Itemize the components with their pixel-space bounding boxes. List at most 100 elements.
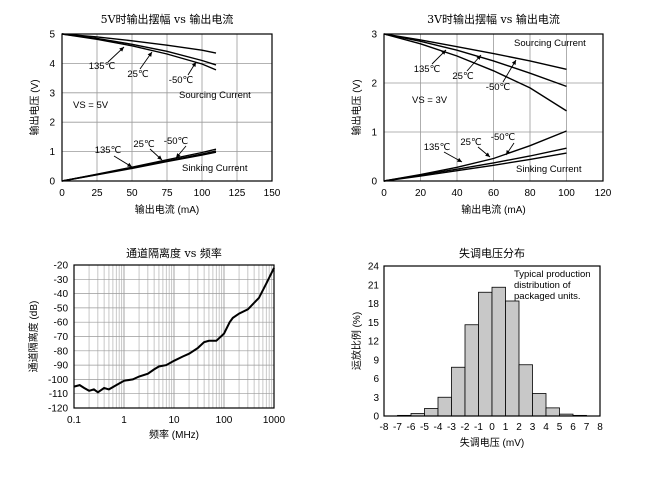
series-line [61, 33, 217, 71]
y-axis-label: 输出电压 (V) [28, 79, 41, 135]
y-tick-label: 4 [49, 59, 55, 70]
x-tick-label: 20 [415, 188, 427, 199]
sourcing-label: Sourcing Current [514, 38, 586, 49]
y-tick-label: 15 [368, 318, 380, 329]
x-tick-label: 5 [557, 422, 563, 433]
y-tick-label: -20 [54, 261, 69, 272]
annotation-arrow-head [511, 60, 516, 65]
plot-frame [73, 264, 275, 409]
x-tick-label: -2 [461, 422, 470, 433]
annotation-arrow-head [476, 55, 481, 60]
series-line [383, 33, 567, 112]
y-tick-label: -50 [54, 303, 69, 314]
x-tick-label: 3 [530, 422, 536, 433]
x-tick-label: -6 [407, 422, 416, 433]
histogram-bar [545, 407, 560, 417]
sinking-label: Sinking Current [516, 164, 582, 175]
x-tick-label: 60 [488, 188, 500, 199]
histogram-bar [464, 324, 479, 417]
chart-output-swing-3v: 3V时输出摆幅 vs 输出电流 0 20 40 60 80 100 120 0 1 2 3 135℃ 25… [350, 12, 612, 216]
histogram-bar [478, 291, 493, 417]
series-label: 135℃ [95, 145, 122, 156]
y-tick-label: 6 [373, 374, 379, 385]
annotation-text: packaged units. [514, 291, 581, 302]
y-tick-label: 0 [371, 177, 377, 188]
x-tick-label: 150 [264, 188, 281, 199]
annotation-arrow-head [176, 153, 181, 158]
series-label: -50℃ [169, 75, 194, 86]
series-line [383, 147, 567, 182]
histogram-bar [424, 408, 439, 417]
chart-output-swing-5v: 5V时输出摆幅 vs 输出电流 0 25 50 75 100 125 150 0 1 2 3 4 5 135… [28, 12, 281, 216]
x-tick-label: 1 [503, 422, 509, 433]
x-tick-label: 0 [59, 188, 65, 199]
x-tick-label: -8 [380, 422, 389, 433]
y-tick-label: -110 [49, 389, 69, 400]
series-label: -50℃ [491, 132, 516, 143]
y-tick-label: 24 [368, 262, 380, 273]
annotation-arrow-head [485, 152, 490, 157]
sourcing-label: Sourcing Current [179, 90, 251, 101]
series-label: -50℃ [164, 136, 189, 147]
y-tick-label: 9 [373, 355, 379, 366]
series-line [383, 33, 567, 88]
annotation-arrow-head [127, 162, 132, 167]
x-tick-label: 75 [161, 188, 173, 199]
x-tick-label: 6 [570, 422, 576, 433]
y-tick-label: -70 [54, 332, 69, 343]
x-tick-label: 2 [516, 422, 522, 433]
x-tick-label: 0 [381, 188, 387, 199]
series-label: 135℃ [424, 142, 451, 153]
y-tick-label: -60 [54, 318, 69, 329]
y-tick-label: -100 [48, 375, 68, 386]
plot-frame [61, 33, 273, 182]
x-tick-label: 8 [597, 422, 603, 433]
histogram-bar [532, 393, 547, 417]
x-axis-label: 输出电流 (mA) [135, 203, 199, 216]
x-tick-label: 100 [216, 415, 233, 426]
x-tick-label: 4 [543, 422, 549, 433]
isolation-line [73, 267, 275, 394]
y-tick-label: 2 [49, 118, 55, 129]
x-axis-label: 输出电流 (mA) [461, 203, 525, 216]
annotation-arrow-head [191, 62, 196, 67]
x-axis-label: 失调电压 (mV) [460, 436, 524, 449]
y-tick-label: -90 [54, 361, 69, 372]
supply-note: VS = 5V [73, 100, 109, 111]
x-tick-label: -3 [447, 422, 456, 433]
series-line [383, 33, 567, 70]
y-tick-label: 2 [371, 79, 377, 90]
x-tick-label: -1 [474, 422, 483, 433]
chart-title: 失调电压分布 [459, 247, 525, 260]
x-tick-label: 0 [489, 422, 495, 433]
annotation-text: distribution of [514, 280, 571, 291]
y-axis-label: 运放比例 (%) [350, 312, 363, 370]
supply-note: VS = 3V [412, 95, 448, 106]
histogram-bar [437, 396, 452, 417]
y-tick-label: -80 [54, 346, 69, 357]
series-line [61, 33, 217, 54]
series-line [61, 33, 217, 66]
y-tick-label: 3 [49, 88, 55, 99]
histogram-bar [491, 286, 506, 417]
series-label: 135℃ [89, 61, 116, 72]
y-tick-label: 1 [49, 147, 55, 158]
y-tick-label: 0 [49, 177, 55, 188]
x-tick-label: 80 [524, 188, 536, 199]
chart-channel-isolation: 通道隔离度 vs 频率 -20 -30 -40 -50 -60 -70 -80 -90 -100 -… [27, 246, 286, 441]
y-axis-label: 通道隔离度 (dB) [27, 301, 40, 373]
annotation-arrow-head [441, 50, 446, 55]
x-tick-label: -5 [420, 422, 429, 433]
annotation-arrow-head [506, 150, 511, 155]
annotation-arrow-head [157, 155, 162, 160]
histogram-bar [518, 364, 533, 417]
y-tick-label: 3 [371, 30, 377, 41]
annotation-arrow-head [119, 47, 124, 52]
plot-frame [383, 265, 601, 417]
y-tick-label: 12 [368, 337, 380, 348]
annotation-arrow-head [147, 52, 152, 57]
x-tick-label: 40 [451, 188, 463, 199]
x-tick-label: 1000 [263, 415, 286, 426]
